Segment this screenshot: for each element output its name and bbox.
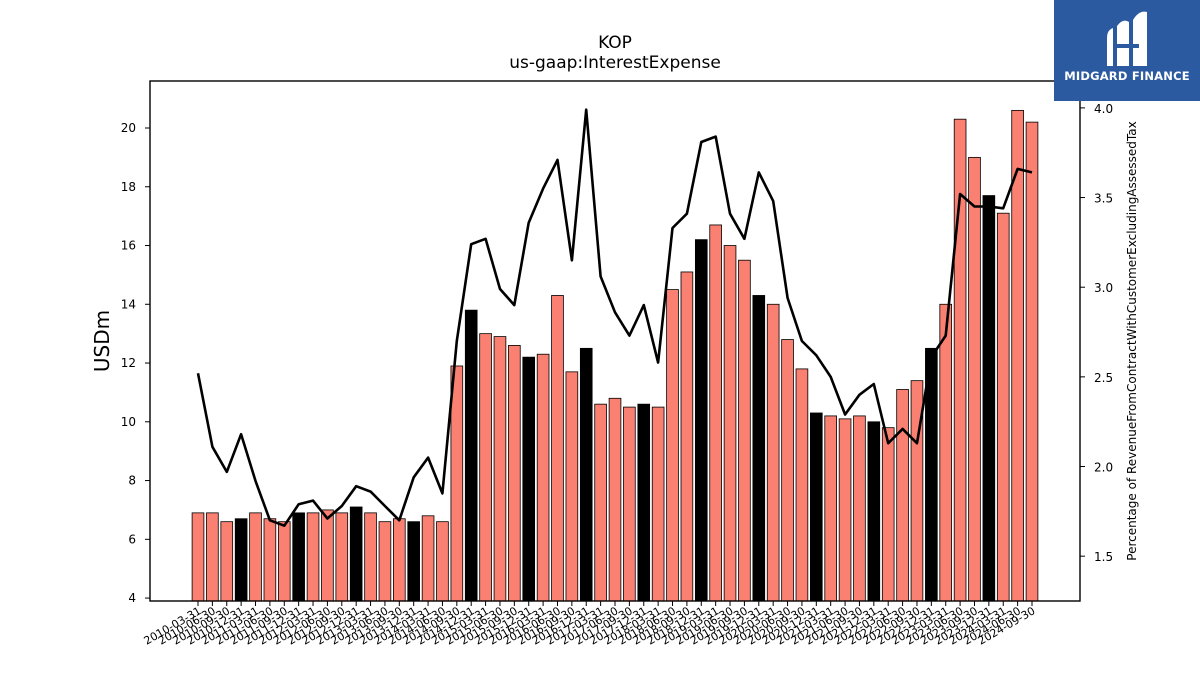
bar bbox=[306, 512, 320, 602]
y2-tick-label: 3.0 bbox=[1094, 281, 1113, 295]
bar bbox=[522, 356, 536, 602]
brand-mark-icon bbox=[1107, 11, 1147, 67]
y-tick-label: 20 bbox=[121, 121, 136, 135]
bar bbox=[479, 333, 492, 602]
bar bbox=[536, 353, 550, 602]
right-axis-ticks: 1.5 2.0 2.5 3.0 3.5 4.0 bbox=[1080, 102, 1113, 564]
bar bbox=[853, 415, 866, 602]
bar bbox=[766, 303, 780, 602]
y-tick-label: 16 bbox=[121, 239, 136, 253]
bar bbox=[464, 309, 478, 602]
bar bbox=[421, 515, 435, 602]
y-axis-label: USDm bbox=[90, 310, 114, 372]
y2-tick-label: 2.0 bbox=[1094, 461, 1113, 475]
bar bbox=[579, 347, 593, 602]
bar bbox=[723, 245, 737, 602]
bar bbox=[939, 303, 953, 602]
bar bbox=[364, 512, 377, 602]
bar bbox=[694, 239, 708, 602]
bar bbox=[953, 118, 967, 602]
y-tick-label: 10 bbox=[121, 415, 136, 429]
y-tick-label: 14 bbox=[121, 297, 136, 311]
y2-tick-label: 4.0 bbox=[1094, 102, 1113, 116]
y-tick-label: 4 bbox=[128, 591, 136, 605]
bar bbox=[982, 195, 996, 602]
bar bbox=[493, 336, 507, 602]
bar bbox=[651, 406, 665, 602]
bar bbox=[321, 509, 334, 602]
bar bbox=[666, 289, 679, 602]
bar bbox=[551, 295, 564, 602]
bar bbox=[594, 403, 607, 602]
bar bbox=[191, 512, 205, 602]
bar bbox=[292, 512, 305, 602]
bar bbox=[623, 406, 636, 602]
bar bbox=[436, 521, 449, 602]
bar bbox=[968, 156, 981, 602]
bar bbox=[637, 403, 651, 602]
bar bbox=[206, 512, 219, 602]
bar bbox=[881, 427, 895, 602]
bar bbox=[1025, 121, 1039, 602]
y-tick-label: 18 bbox=[121, 180, 136, 194]
bar bbox=[709, 224, 722, 602]
bar bbox=[810, 412, 823, 602]
y2-axis-label: Percentage of RevenueFromContractWithCus… bbox=[1125, 121, 1139, 560]
brand-logo: MIDGARD FINANCE bbox=[1054, 0, 1200, 101]
bar bbox=[393, 518, 406, 602]
bar bbox=[263, 518, 277, 602]
y-tick-label: 12 bbox=[121, 356, 136, 370]
chart-subtitle: us-gaap:InterestExpense bbox=[509, 53, 721, 73]
bar bbox=[680, 271, 694, 602]
x-axis-ticks: 2010-03-312010-06-302010-09-302010-12-31… bbox=[142, 601, 1038, 648]
chart-title: KOP bbox=[598, 33, 632, 53]
bar bbox=[867, 421, 881, 602]
y-tick-label: 6 bbox=[128, 532, 136, 546]
bar bbox=[220, 521, 234, 602]
bar bbox=[349, 506, 363, 602]
line-path bbox=[196, 108, 1033, 528]
y2-tick-label: 3.5 bbox=[1094, 192, 1113, 206]
brand-name: MIDGARD FINANCE bbox=[1064, 69, 1190, 83]
left-axis-ticks: 4 6 8 10 12 14 16 18 20 bbox=[121, 121, 150, 605]
bar bbox=[752, 295, 766, 602]
bar bbox=[608, 397, 622, 602]
y-tick-label: 8 bbox=[128, 474, 136, 488]
bar bbox=[234, 518, 248, 602]
bar bbox=[378, 521, 392, 602]
bar bbox=[335, 512, 349, 602]
bar bbox=[996, 212, 1010, 602]
bar bbox=[738, 259, 751, 602]
bar bbox=[795, 368, 809, 602]
bar bbox=[565, 371, 579, 602]
y2-tick-label: 2.5 bbox=[1094, 371, 1113, 385]
bar bbox=[277, 521, 291, 602]
bar bbox=[508, 345, 521, 602]
bar bbox=[1011, 109, 1024, 602]
bar bbox=[781, 339, 794, 602]
bar bbox=[824, 415, 837, 602]
bar-series bbox=[191, 109, 1039, 602]
line-series bbox=[196, 108, 1033, 528]
y2-tick-label: 1.5 bbox=[1094, 550, 1113, 564]
bar bbox=[450, 365, 464, 602]
bar bbox=[896, 389, 909, 602]
bar bbox=[838, 418, 852, 602]
bar bbox=[407, 521, 420, 602]
bar bbox=[249, 512, 262, 602]
